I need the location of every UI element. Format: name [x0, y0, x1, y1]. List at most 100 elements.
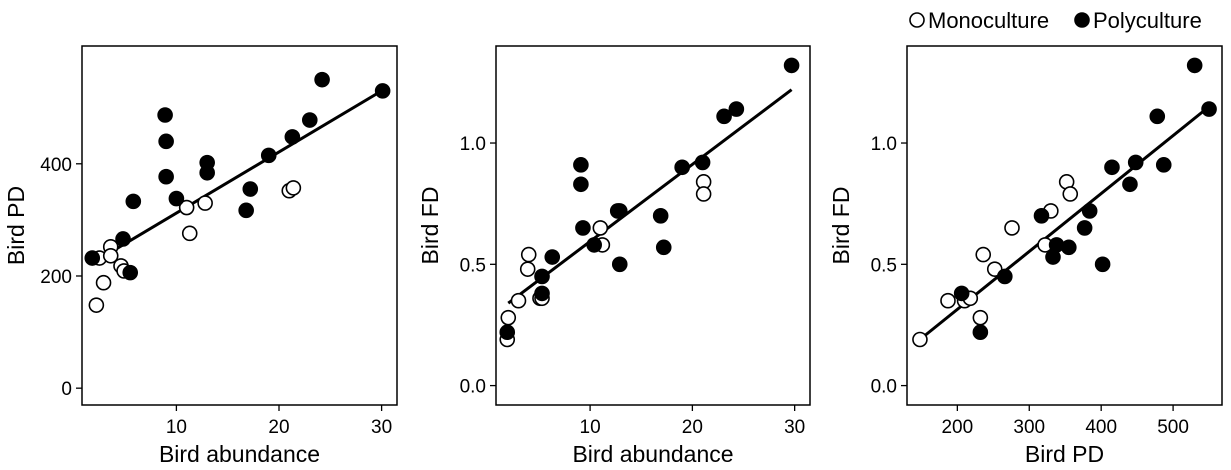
polyculture-point — [534, 268, 550, 285]
y-tick-label: 0.5 — [871, 255, 897, 276]
monoculture-point — [1062, 186, 1079, 202]
polyculture-point — [972, 324, 989, 341]
trend-line — [93, 89, 383, 264]
monoculture-point — [519, 261, 536, 277]
legend-monoculture-marker — [909, 12, 925, 28]
y-tick-label: 0.5 — [460, 255, 486, 276]
monoculture-point — [972, 309, 989, 326]
polyculture-point — [122, 264, 139, 281]
polyculture-point — [301, 112, 318, 128]
x-tick-label: 20 — [682, 417, 703, 438]
polyculture-point — [1104, 159, 1120, 176]
y-tick-label: 1.0 — [460, 134, 486, 155]
polyculture-point — [575, 220, 591, 236]
monoculture-point — [95, 274, 112, 291]
polyculture-point — [1094, 256, 1111, 273]
panel-bird-fd-vs-pd: 200 300 400 500 0.0 0.5 1.0 Bird PD Bird FD — [828, 45, 1223, 467]
polyculture-point — [125, 193, 142, 210]
polyculture-point — [260, 147, 277, 164]
y-axis-label: Bird PD — [3, 186, 29, 265]
legend-polyculture-label: Polyculture — [1093, 8, 1202, 33]
polyculture-point — [611, 256, 628, 273]
x-tick-label: 10 — [166, 417, 187, 438]
x-axis-label: Bird abundance — [572, 441, 733, 467]
polyculture-point — [1201, 101, 1217, 117]
y-tick-label: 400 — [40, 155, 72, 176]
polyculture-point — [783, 57, 800, 74]
monoculture-point — [975, 246, 992, 263]
monoculture-point — [695, 186, 712, 202]
x-tick-label: 30 — [784, 417, 805, 438]
polyculture-point — [1076, 220, 1093, 236]
monoculture-point — [592, 220, 609, 236]
monoculture-point — [181, 225, 198, 242]
legend: Monoculture Polyculture — [909, 8, 1202, 33]
x-tick-label: 10 — [580, 417, 601, 438]
polyculture-point — [1033, 207, 1050, 224]
legend-polyculture-marker — [1074, 12, 1090, 28]
x-tick-label: 500 — [1157, 417, 1189, 438]
x-tick-label: 20 — [268, 417, 289, 438]
x-tick-label: 30 — [371, 417, 392, 438]
monoculture-point — [500, 309, 517, 326]
monoculture-point — [912, 331, 928, 348]
polyculture-point — [534, 285, 550, 302]
monoculture-point — [520, 246, 537, 263]
polyculture-point — [573, 176, 589, 193]
polyculture-point — [374, 83, 391, 99]
polyculture-point — [84, 250, 101, 266]
polyculture-point — [115, 231, 131, 247]
x-tick-label: 400 — [1085, 417, 1117, 438]
monoculture-point — [102, 247, 119, 264]
polyculture-point — [586, 237, 602, 253]
monoculture-point — [510, 292, 527, 309]
polyculture-point — [284, 129, 301, 145]
polyculture-point — [611, 203, 628, 219]
monoculture-point — [88, 297, 105, 313]
polyculture-point — [158, 133, 174, 150]
y-tick-label: 0 — [61, 379, 72, 400]
polyculture-point — [158, 168, 174, 185]
polyculture-point — [953, 285, 970, 302]
polyculture-point — [544, 249, 561, 265]
polyculture-point — [652, 207, 669, 224]
polyculture-point — [728, 101, 745, 117]
polyculture-point — [674, 159, 690, 176]
polyculture-point — [1122, 176, 1138, 193]
y-tick-label: 200 — [40, 267, 72, 288]
panel-bird-fd-vs-abundance: 10 20 30 0.0 0.5 1.0 Bird abundance Bird FD — [417, 45, 811, 467]
y-axis-label: Bird FD — [828, 187, 854, 265]
y-tick-label: 0.0 — [460, 377, 486, 398]
y-tick-label: 1.0 — [871, 134, 897, 155]
polyculture-point — [997, 268, 1013, 285]
plot-frame — [906, 45, 1223, 406]
polyculture-point — [499, 324, 516, 341]
polyculture-point — [242, 181, 259, 197]
monoculture-point — [940, 292, 956, 309]
plot-frame — [495, 45, 811, 406]
legend-monoculture-label: Monoculture — [928, 8, 1049, 33]
polyculture-point — [1081, 203, 1098, 219]
polyculture-point — [1127, 154, 1144, 171]
polyculture-point — [238, 202, 254, 219]
polyculture-point — [314, 71, 330, 88]
polyculture-point — [199, 164, 215, 181]
polyculture-point — [716, 108, 732, 125]
x-tick-label: 200 — [941, 417, 973, 438]
monoculture-point — [197, 195, 213, 211]
polyculture-point — [157, 107, 173, 123]
polyculture-point — [1149, 108, 1166, 125]
polyculture-point — [1155, 157, 1172, 173]
polyculture-point — [694, 154, 711, 171]
polyculture-point — [655, 239, 672, 256]
x-tick-label: 300 — [1013, 417, 1045, 438]
panel-bird-pd-vs-abundance: 10 20 30 0 200 400 Bird abundance Bird PD — [3, 45, 398, 467]
x-axis-label: Bird abundance — [159, 441, 320, 467]
y-axis-label: Bird FD — [417, 187, 443, 265]
trend-line — [507, 88, 793, 305]
monoculture-point — [1004, 220, 1020, 236]
monoculture-point — [178, 199, 195, 216]
y-tick-label: 0.0 — [871, 377, 897, 398]
plot-frame — [81, 45, 398, 406]
